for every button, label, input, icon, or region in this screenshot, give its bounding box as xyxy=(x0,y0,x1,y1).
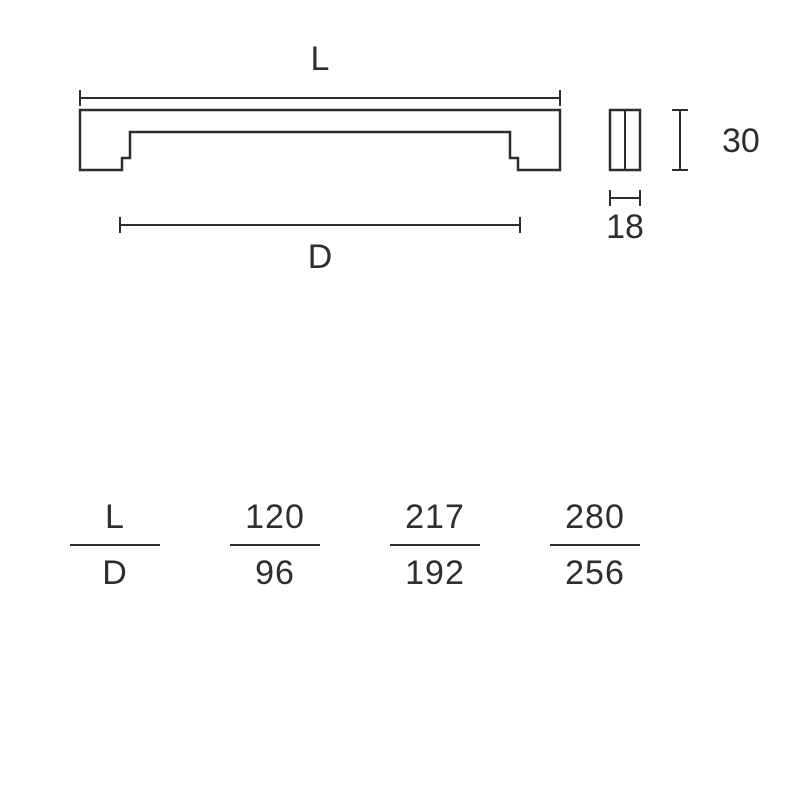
size-table: LD 120 96 217 192 280 256 xyxy=(70,500,640,590)
size-divider xyxy=(550,544,640,546)
size-top: 120 xyxy=(245,500,305,534)
size-top: 217 xyxy=(405,500,465,534)
size-bottom: 256 xyxy=(565,556,625,590)
size-bottom: 96 xyxy=(255,556,295,590)
size-divider xyxy=(70,544,160,546)
label-18: 18 xyxy=(606,208,644,246)
size-divider xyxy=(390,544,480,546)
size-bottom: 192 xyxy=(405,556,465,590)
size-column-2: 217 192 xyxy=(390,500,480,590)
dimension-drawing: LD3018 xyxy=(0,0,800,800)
size-top: L xyxy=(105,500,125,534)
size-column-1: 120 96 xyxy=(230,500,320,590)
label-30: 30 xyxy=(722,122,760,160)
label-D: D xyxy=(308,238,333,276)
label-L: L xyxy=(311,40,330,78)
size-bottom: D xyxy=(102,556,128,590)
front-view-outline xyxy=(80,110,560,170)
size-column-0: LD xyxy=(70,500,160,590)
size-column-3: 280 256 xyxy=(550,500,640,590)
size-top: 280 xyxy=(565,500,625,534)
size-divider xyxy=(230,544,320,546)
